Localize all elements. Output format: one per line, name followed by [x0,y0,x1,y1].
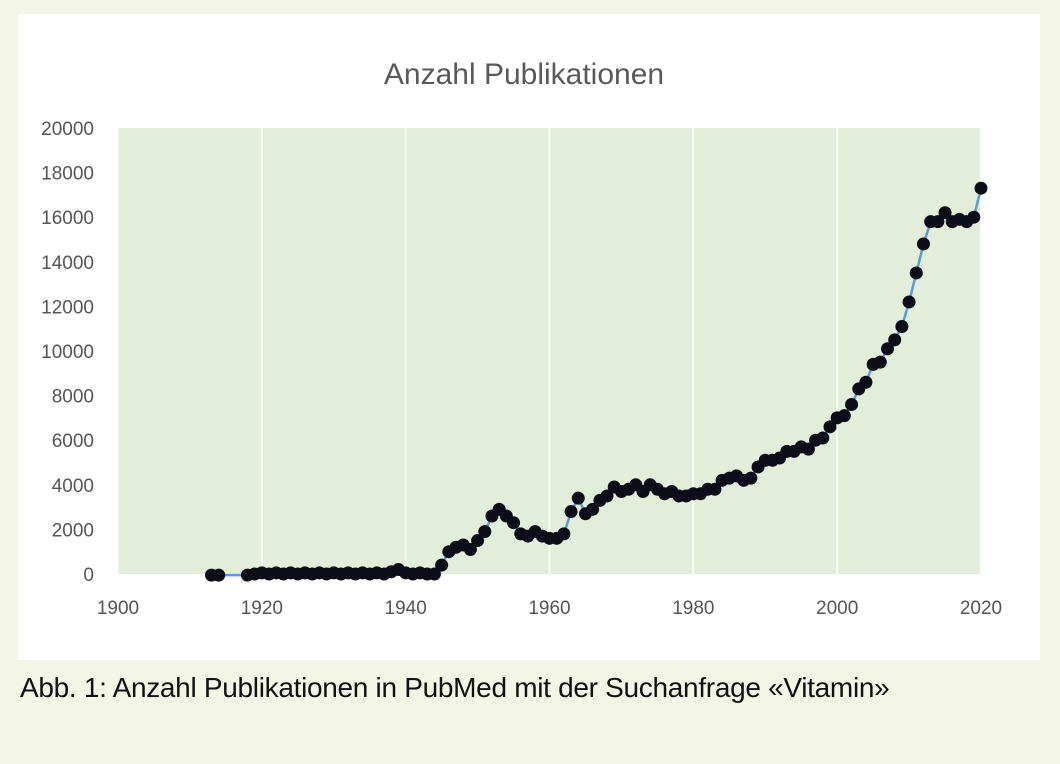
y-tick-label: 2000 [52,520,94,541]
data-point [600,489,614,503]
data-series [204,181,988,582]
y-tick-label: 4000 [52,476,94,497]
data-point [471,534,485,548]
data-point [435,558,449,572]
chart-title: Anzahl Publikationen [384,58,664,91]
data-point [888,333,902,347]
y-axis-ticks: 0 2000 4000 6000 8000 10000 12000 14000 16000 180… [41,119,94,586]
figure-caption: Abb. 1: Anzahl Publikationen in PubMed m… [20,672,890,703]
chart-card: Anzahl Publikationen 0 2000 4000 6000 8000 10… [18,14,1040,660]
data-point [823,420,837,434]
gridlines [117,128,982,574]
data-point [212,568,226,582]
data-point [816,431,830,445]
data-point [478,525,492,539]
x-axis-ticks: 1900 1920 1940 1960 1980 2000 2020 [97,598,1002,619]
data-point [931,215,945,229]
data-point [708,482,722,496]
y-tick-label: 10000 [41,342,94,363]
x-tick-label: 1960 [528,598,570,619]
data-point [938,206,952,220]
x-tick-label: 2000 [816,598,858,619]
data-point [902,295,916,309]
y-tick-label: 0 [83,565,94,586]
y-tick-label: 14000 [41,253,94,274]
data-point [881,342,895,356]
data-point [571,491,585,505]
data-point [463,542,477,556]
data-point [916,237,930,251]
y-tick-label: 20000 [41,119,94,140]
data-point [801,442,815,456]
line-chart: Anzahl Publikationen 0 2000 4000 6000 8000 10… [41,58,1002,619]
x-tick-label: 1940 [385,598,427,619]
y-tick-label: 18000 [41,164,94,185]
data-point [507,516,521,530]
y-tick-label: 16000 [41,208,94,229]
data-point [564,505,578,519]
data-point [586,502,600,516]
x-tick-label: 1920 [241,598,283,619]
y-tick-label: 12000 [41,297,94,318]
data-point [967,210,981,224]
data-point [873,355,887,369]
data-point [557,527,571,541]
x-tick-label: 1980 [672,598,714,619]
data-point [427,567,441,581]
data-point [845,398,859,412]
y-tick-label: 8000 [52,387,94,408]
data-point [744,471,758,485]
y-tick-label: 6000 [52,431,94,452]
x-tick-label: 2020 [960,598,1002,619]
x-tick-label: 1900 [97,598,139,619]
data-point [859,375,873,389]
data-point [837,409,851,423]
data-point [974,181,988,195]
data-point [909,266,923,280]
data-point [895,319,909,333]
